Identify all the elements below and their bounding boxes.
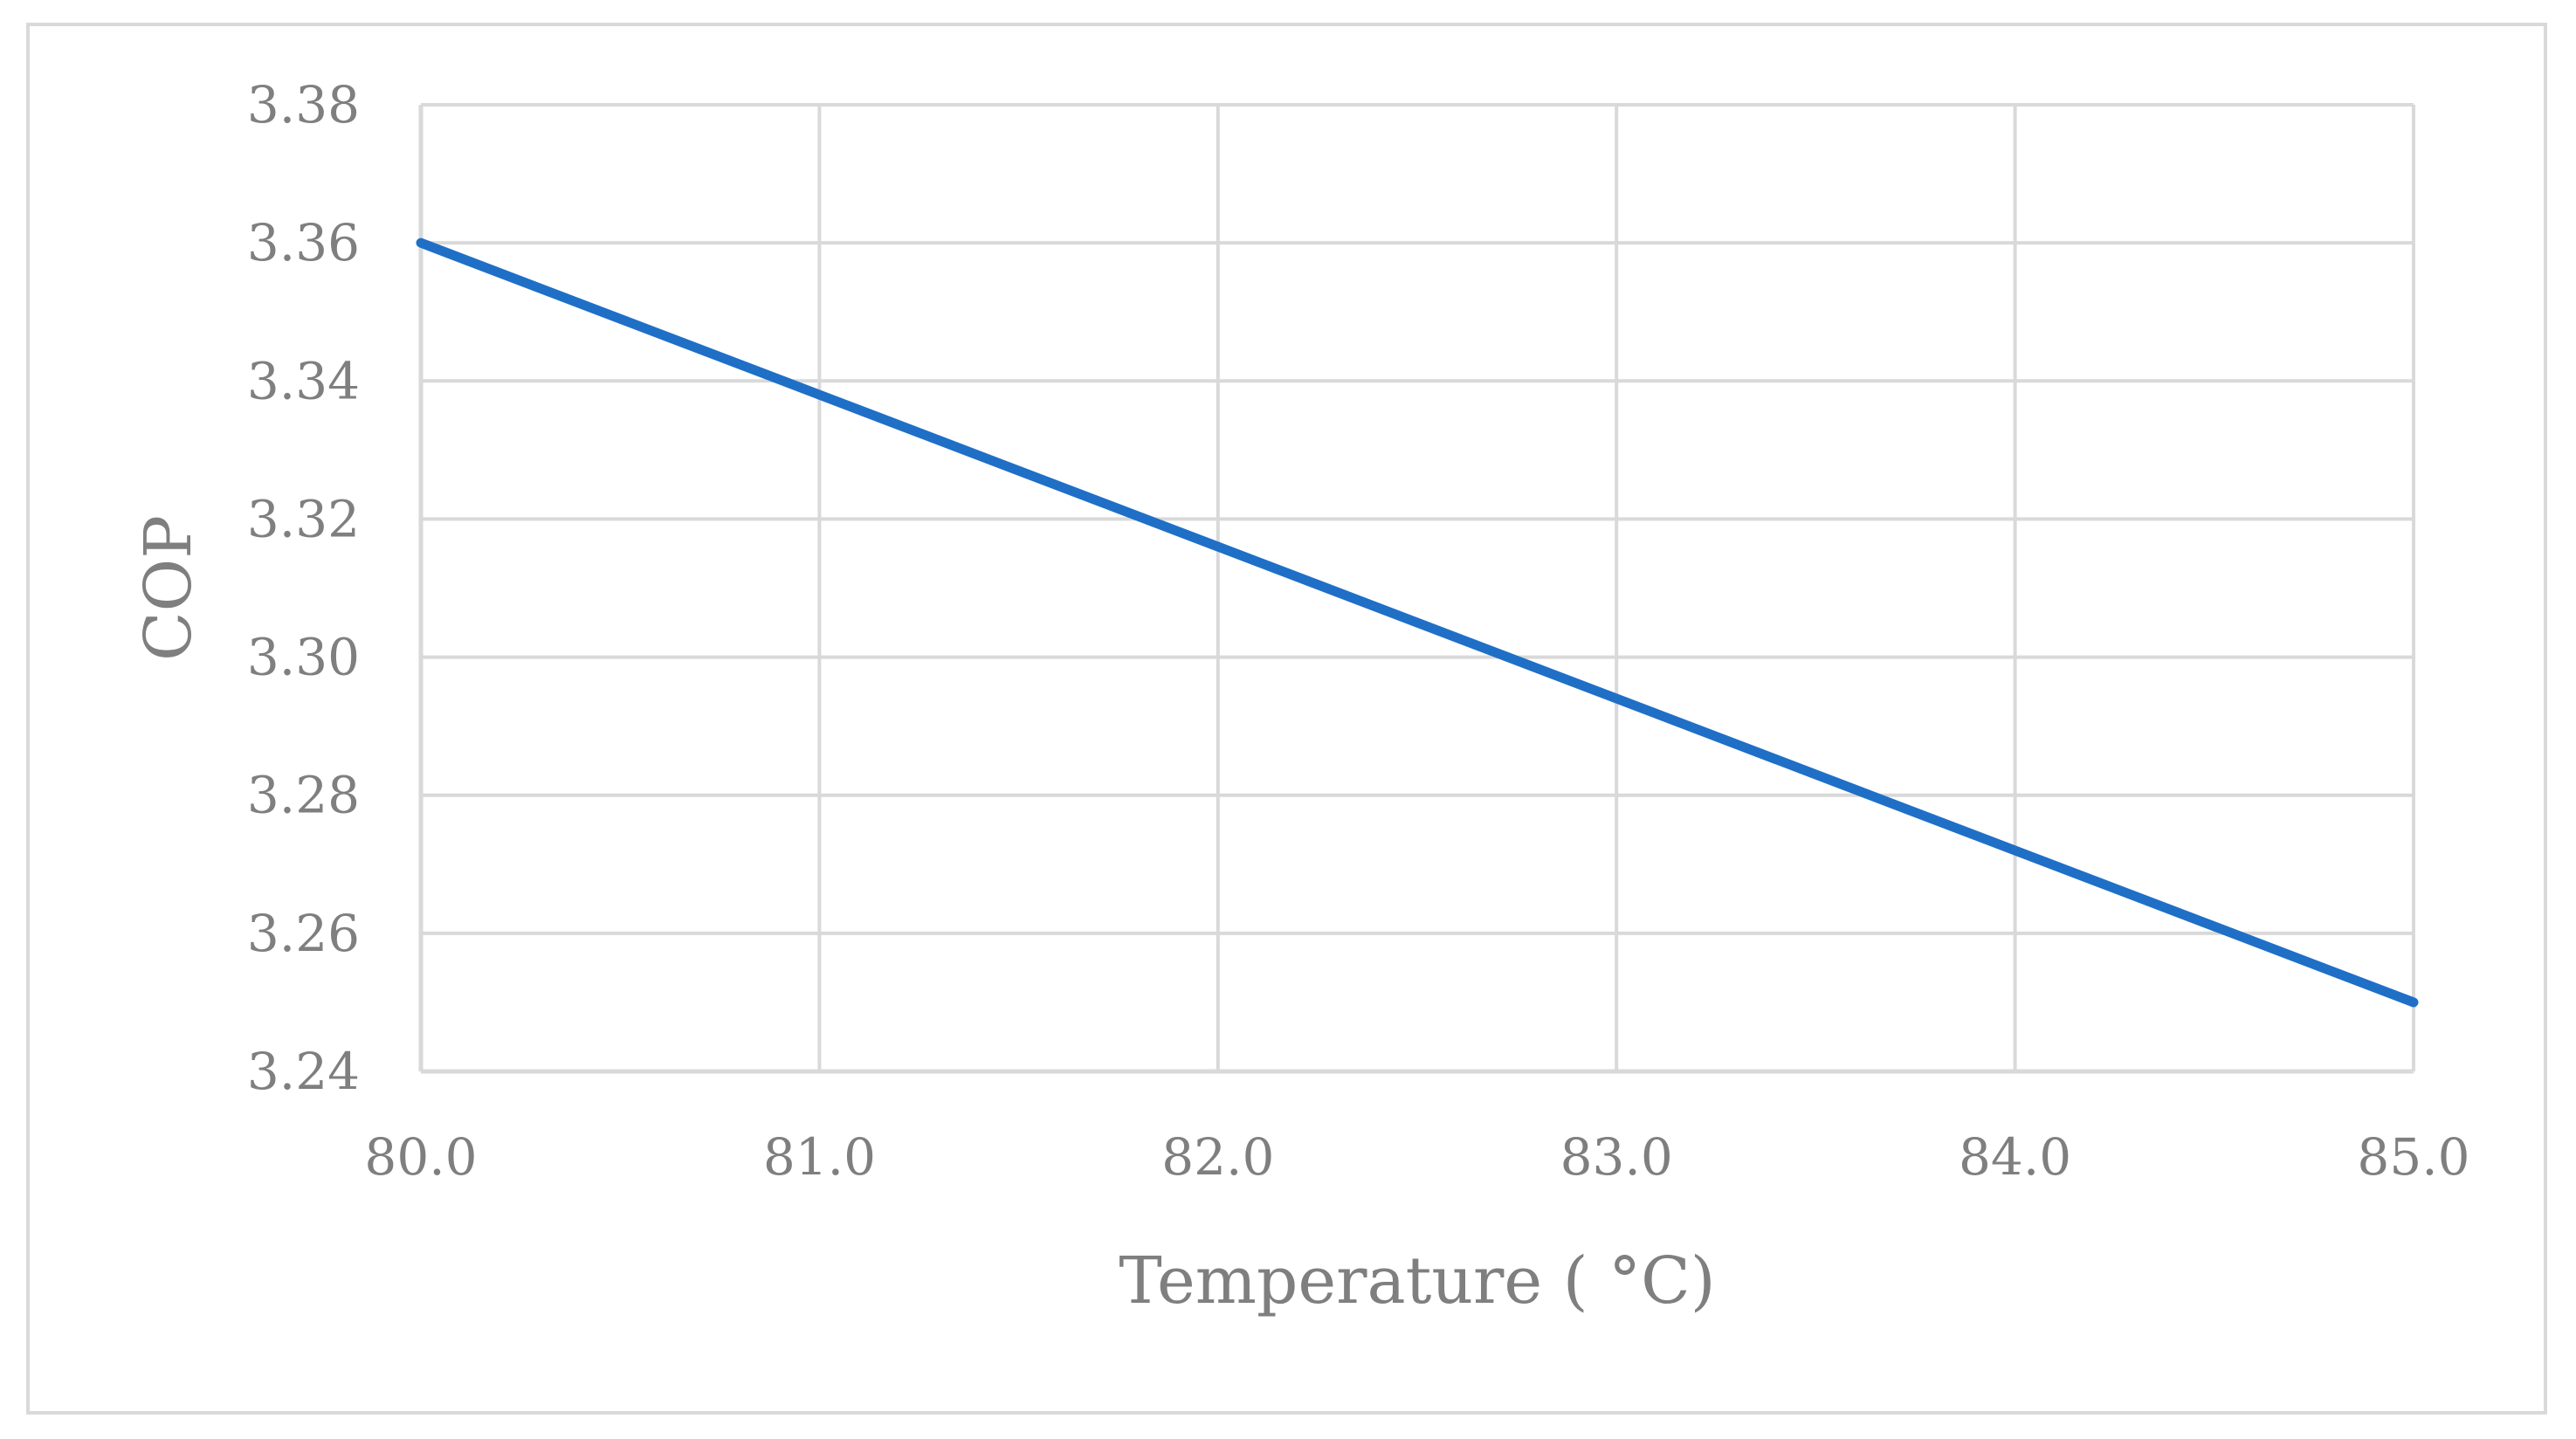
x-tick-label: 85.0 — [2357, 1127, 2469, 1187]
x-tick-label: 80.0 — [364, 1127, 477, 1187]
y-tick-label: 3.32 — [247, 489, 360, 548]
y-tick-label: 3.34 — [247, 351, 360, 410]
y-tick-labels: 3.24 3.26 3.28 3.30 3.32 3.34 3.36 3.38 — [247, 75, 360, 1101]
x-tick-labels: 80.0 81.0 82.0 83.0 84.0 85.0 — [364, 1127, 2469, 1187]
y-tick-label: 3.28 — [247, 766, 360, 825]
axes — [418, 105, 2414, 1074]
x-axis-title: Temperature ( °C) — [1119, 1243, 1715, 1319]
series-layer — [416, 238, 2419, 1008]
y-tick-label: 3.38 — [247, 75, 360, 134]
grid-lines — [419, 103, 2415, 1071]
y-axis-title: COP — [131, 515, 206, 661]
x-tick-label: 84.0 — [1959, 1127, 2071, 1187]
x-tick-label: 82.0 — [1161, 1127, 1274, 1187]
y-tick-label: 3.36 — [247, 213, 360, 272]
y-tick-label: 3.26 — [247, 904, 360, 963]
y-tick-label: 3.30 — [247, 628, 360, 687]
x-tick-label: 83.0 — [1560, 1127, 1673, 1187]
series-line-cop — [416, 238, 2419, 1008]
x-tick-label: 81.0 — [763, 1127, 876, 1187]
y-tick-label: 3.24 — [247, 1042, 360, 1101]
